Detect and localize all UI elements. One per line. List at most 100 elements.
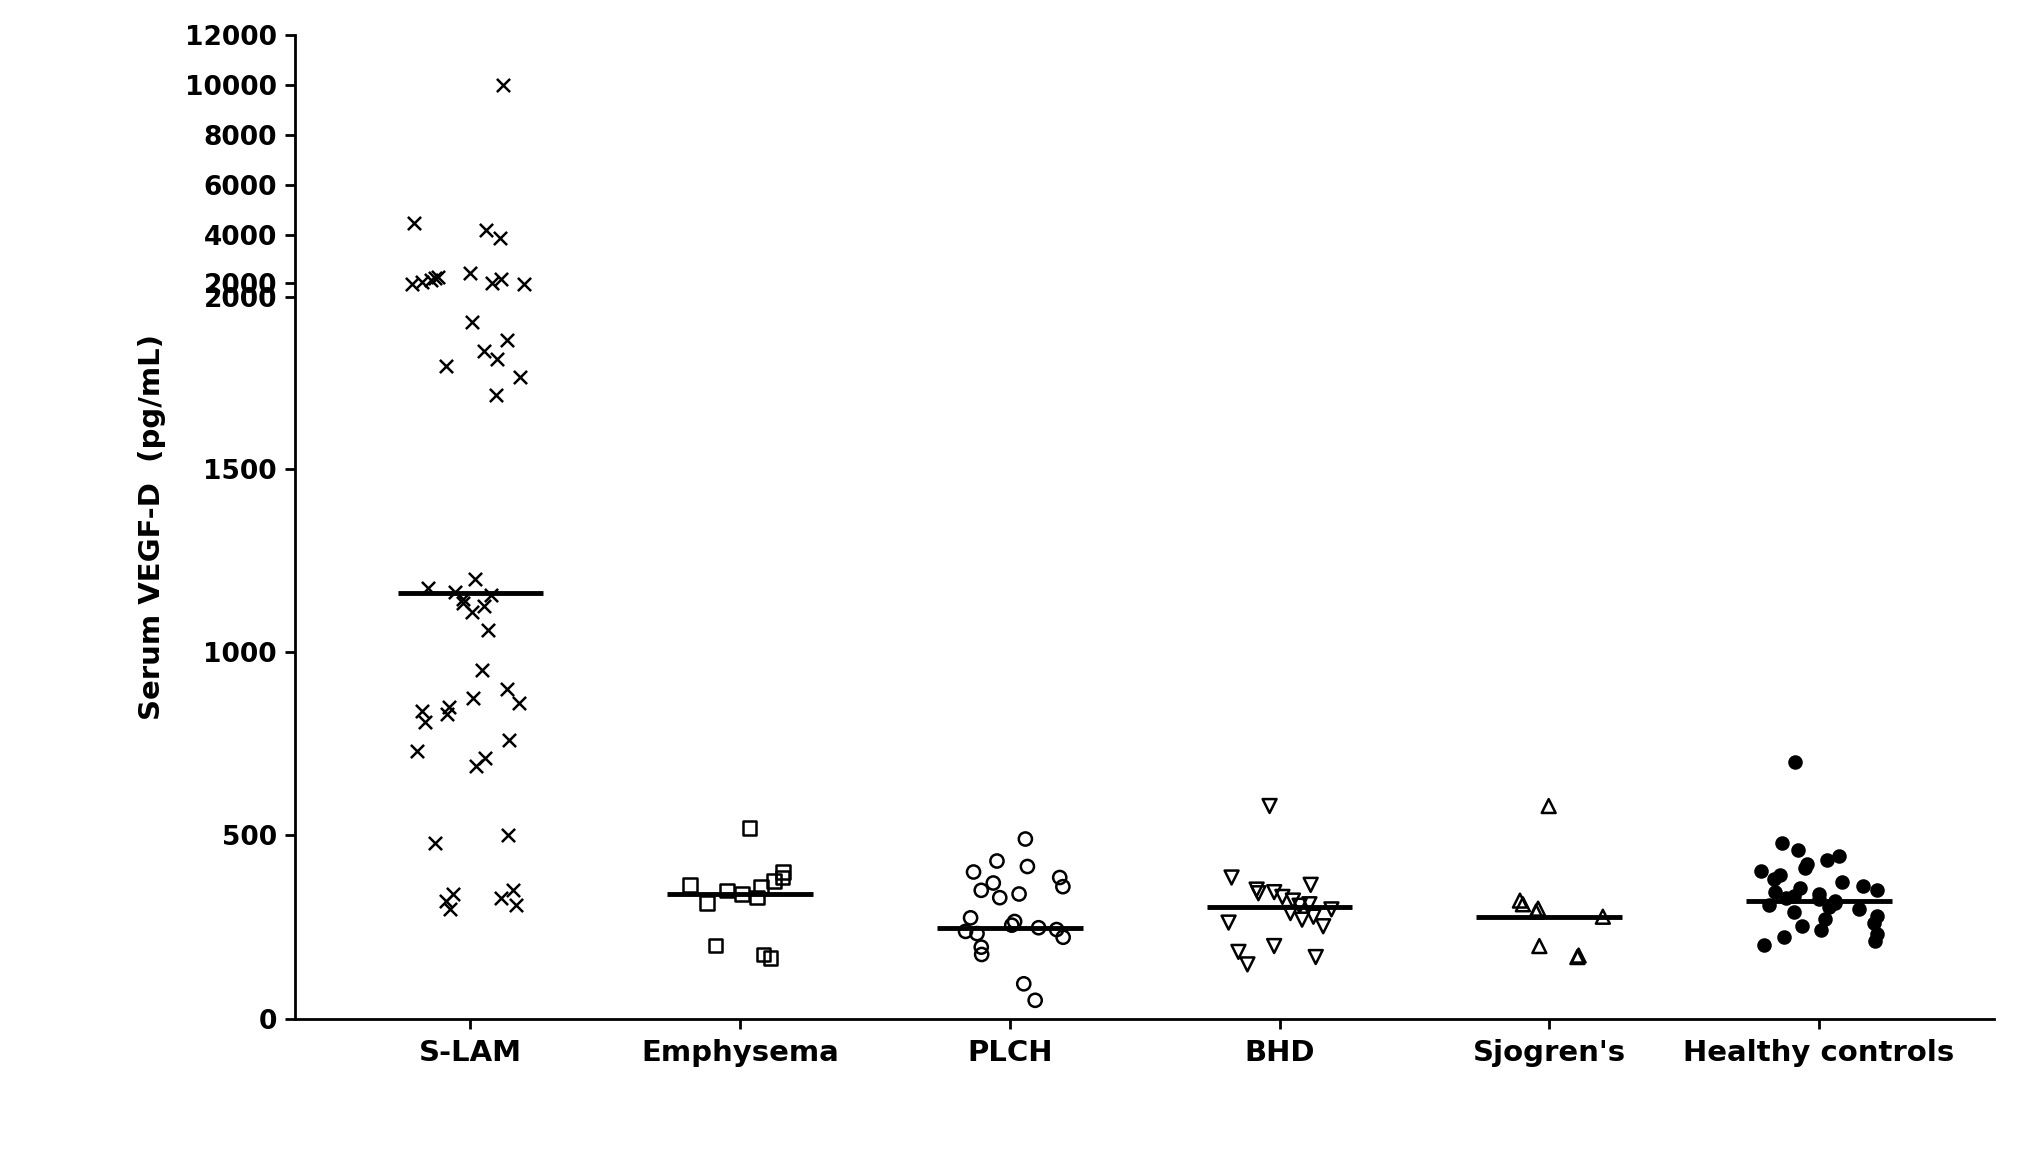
Point <box>1811 851 1844 869</box>
Point <box>480 387 513 405</box>
Point <box>1300 947 1333 966</box>
Point <box>1022 918 1054 937</box>
Point <box>466 661 499 679</box>
Point <box>492 826 525 845</box>
Point <box>1860 924 1893 943</box>
Point <box>1860 931 1893 950</box>
Point <box>1791 855 1823 874</box>
Point <box>1532 796 1565 815</box>
Point <box>1819 894 1852 913</box>
Point <box>454 264 486 282</box>
Point <box>429 357 462 375</box>
Point <box>1315 900 1347 918</box>
Point <box>1231 955 1264 974</box>
Point <box>433 698 466 716</box>
Point <box>1779 904 1811 922</box>
Point <box>1789 859 1821 877</box>
Point <box>1803 885 1836 904</box>
Point <box>1046 928 1079 946</box>
Point <box>1785 917 1817 936</box>
Point <box>999 913 1032 931</box>
Point <box>433 899 466 917</box>
Point <box>1805 921 1838 939</box>
Point <box>765 868 798 886</box>
Point <box>1752 895 1785 914</box>
Point <box>503 694 535 712</box>
Point <box>468 342 501 360</box>
Point <box>1587 907 1620 925</box>
Point <box>1522 937 1555 955</box>
Point <box>474 586 507 604</box>
Point <box>1813 898 1846 916</box>
Point <box>745 877 777 895</box>
Point <box>690 894 722 913</box>
Point <box>1020 991 1052 1009</box>
Point <box>1758 869 1791 887</box>
Point <box>995 916 1028 935</box>
Point <box>1506 895 1538 914</box>
Point <box>755 948 788 967</box>
Point <box>486 76 519 94</box>
Point <box>411 579 444 597</box>
Point <box>460 756 492 775</box>
Point <box>395 275 427 294</box>
Point <box>415 272 448 290</box>
Point <box>1223 943 1256 961</box>
Point <box>484 270 517 289</box>
Point <box>1748 936 1781 954</box>
Point <box>1858 914 1891 932</box>
Point <box>446 594 478 612</box>
Point <box>1766 833 1799 852</box>
Point <box>1040 921 1072 939</box>
Point <box>1561 947 1593 966</box>
Point <box>981 852 1013 870</box>
Point <box>472 620 505 639</box>
Point <box>1520 902 1553 921</box>
Point <box>710 882 743 900</box>
Point <box>1292 895 1325 914</box>
Point <box>1258 937 1290 955</box>
Point <box>460 570 492 588</box>
Point <box>456 688 488 707</box>
Point <box>484 229 517 247</box>
Point <box>456 602 488 620</box>
Point <box>1274 904 1306 922</box>
Point <box>1258 883 1290 901</box>
Point <box>741 889 773 907</box>
Point <box>1294 876 1327 894</box>
Point <box>401 742 433 761</box>
Point <box>405 701 438 719</box>
Point <box>1276 891 1309 909</box>
Point <box>419 268 452 287</box>
Point <box>1254 796 1286 815</box>
Point <box>497 882 529 900</box>
Point <box>435 885 468 904</box>
Point <box>1046 877 1079 895</box>
Point <box>448 589 480 608</box>
Point <box>1522 899 1555 917</box>
Point <box>1007 975 1040 993</box>
Point <box>1758 883 1791 901</box>
Point <box>1844 899 1876 917</box>
Point <box>1819 892 1852 910</box>
Point <box>1296 907 1329 925</box>
Point <box>1286 910 1319 929</box>
Point <box>956 863 989 882</box>
Point <box>1823 846 1856 864</box>
Point <box>983 889 1015 907</box>
Point <box>501 895 533 914</box>
Point <box>1044 868 1077 886</box>
Point <box>1862 882 1895 900</box>
Point <box>1809 909 1842 928</box>
Point <box>490 679 523 698</box>
Point <box>1848 877 1880 895</box>
Point <box>1213 914 1245 932</box>
Point <box>1239 881 1272 899</box>
Point <box>747 945 779 963</box>
Point <box>1764 866 1797 884</box>
Point <box>456 313 488 331</box>
Point <box>757 872 790 891</box>
Point <box>1825 874 1858 892</box>
Point <box>1563 946 1595 965</box>
Point <box>965 882 997 900</box>
